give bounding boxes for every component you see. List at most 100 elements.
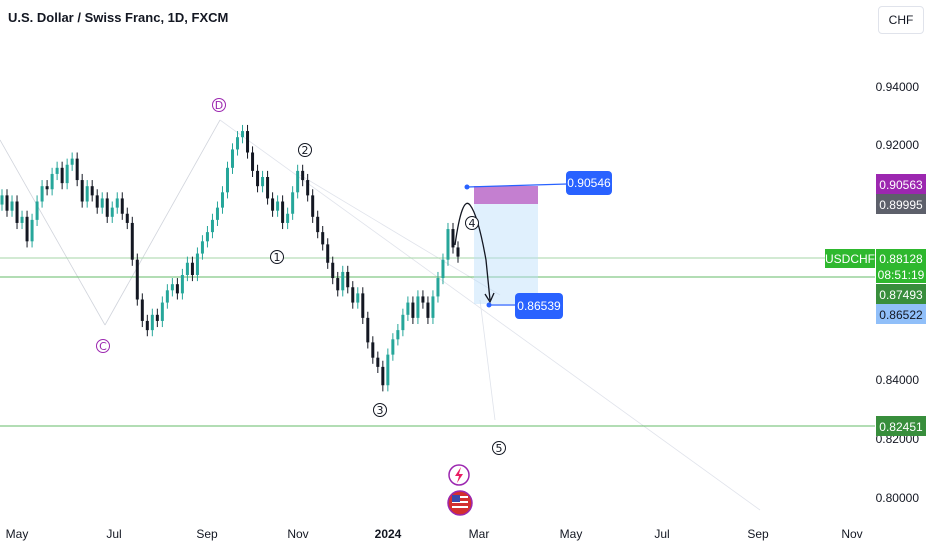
wave-label-5-text: 5 xyxy=(496,442,503,455)
wave-label-1[interactable]: 1 xyxy=(270,250,284,265)
time-tick: Nov xyxy=(287,527,308,541)
callout-point-upper[interactable] xyxy=(464,184,470,190)
price-tag-target: 0.90563 xyxy=(876,174,926,194)
candle-body xyxy=(45,186,49,190)
svg-text:0.90563: 0.90563 xyxy=(879,178,923,192)
currency-button[interactable]: CHF xyxy=(878,6,924,34)
callout-upper[interactable]: 0.90546 xyxy=(566,171,612,195)
candle-body xyxy=(95,195,99,208)
wave-label-d[interactable]: D xyxy=(212,98,226,113)
candle-body xyxy=(281,201,285,223)
wave-label-c[interactable]: C xyxy=(96,339,110,354)
candle-body xyxy=(20,216,24,223)
candle-body xyxy=(296,170,300,193)
price-tag-level-1: 0.87493 xyxy=(876,284,926,304)
lightning-event-icon[interactable] xyxy=(448,464,470,486)
candle-body xyxy=(306,180,310,196)
candle-body xyxy=(331,262,335,279)
candle-body xyxy=(0,195,4,205)
time-tick: 2024 xyxy=(375,527,402,541)
candle-body xyxy=(366,317,370,343)
candle-body xyxy=(185,262,189,275)
wave-label-2-text: 2 xyxy=(302,144,309,157)
candle-body xyxy=(376,357,380,367)
candle-body xyxy=(50,173,54,190)
projection-arrow-icon xyxy=(484,292,495,304)
candle-body xyxy=(65,164,69,184)
candle-body xyxy=(291,192,295,214)
candle-body xyxy=(220,192,224,208)
callout-lower[interactable]: 0.86539 xyxy=(515,293,563,319)
trend-line-c xyxy=(219,119,761,511)
candle-body xyxy=(341,271,345,291)
candle-body xyxy=(311,195,315,217)
risk-zone[interactable] xyxy=(474,204,538,304)
candle-body xyxy=(215,207,219,220)
candle-body xyxy=(251,152,255,171)
time-tick: May xyxy=(6,527,29,541)
candle-body xyxy=(316,216,320,233)
price-tag-level-3: 0.82451 xyxy=(876,416,926,436)
candle-body xyxy=(130,222,134,260)
candle-body xyxy=(90,186,94,196)
candle-body xyxy=(105,198,109,217)
candle-body xyxy=(346,271,350,288)
svg-text:0.86522: 0.86522 xyxy=(879,308,923,322)
candle-body xyxy=(145,320,149,331)
svg-text:0.87493: 0.87493 xyxy=(879,288,923,302)
candle-body xyxy=(150,314,154,331)
candle-body xyxy=(30,219,34,242)
candle-body xyxy=(321,232,325,245)
candle-body xyxy=(140,299,144,321)
candle-body xyxy=(301,170,305,181)
candle-body xyxy=(411,302,415,318)
wave-label-4[interactable]: 4 xyxy=(465,216,479,231)
time-tick: Nov xyxy=(841,527,862,541)
candle-body xyxy=(456,247,460,257)
candle-body xyxy=(160,302,164,321)
candle-body xyxy=(15,201,19,223)
candle-body xyxy=(10,201,14,211)
candle-body xyxy=(225,167,229,193)
candle-body xyxy=(190,262,194,275)
price-tick: 0.94000 xyxy=(876,80,920,94)
wave-label-2[interactable]: 2 xyxy=(298,143,312,158)
time-tick: Jul xyxy=(654,527,669,541)
candle-body xyxy=(441,259,445,279)
candle-body xyxy=(5,195,9,211)
us-flag-event-icon[interactable] xyxy=(447,490,473,516)
svg-text:0.88128: 0.88128 xyxy=(879,252,923,266)
target-zone[interactable] xyxy=(474,186,538,204)
wave-label-3[interactable]: 3 xyxy=(373,403,387,418)
svg-text:USDCHF: USDCHF xyxy=(825,252,875,266)
candle-body xyxy=(326,244,330,263)
candle-body xyxy=(396,330,400,340)
candle-body xyxy=(286,213,290,223)
candle-body xyxy=(391,339,395,355)
price-tag-level-2: 0.86522 xyxy=(876,304,926,324)
projection-curve xyxy=(454,202,491,301)
candle-body xyxy=(436,278,440,297)
time-tick: May xyxy=(560,527,583,541)
candle-body xyxy=(200,241,204,254)
candle-body xyxy=(271,198,275,211)
candle-body xyxy=(165,290,169,303)
wave-label-5[interactable]: 5 xyxy=(492,441,506,456)
candle-body xyxy=(276,201,280,211)
candle-body xyxy=(115,198,119,208)
price-tick: 0.84000 xyxy=(876,373,920,387)
candle-body xyxy=(155,314,159,321)
trend-line-a xyxy=(0,139,106,326)
candle-body xyxy=(361,293,365,318)
candle-body xyxy=(70,158,74,165)
candle-body xyxy=(241,131,245,138)
wave-label-d-text: D xyxy=(215,99,223,112)
symbol-tag[interactable]: USDCHF xyxy=(825,249,875,268)
svg-text:0.82451: 0.82451 xyxy=(879,420,923,434)
time-axis[interactable]: May Jul Sep Nov 2024 Mar May Jul Sep Nov xyxy=(6,527,863,541)
time-tick: Jul xyxy=(106,527,121,541)
callout-point-lower[interactable] xyxy=(486,302,492,308)
price-tick: 0.92000 xyxy=(876,138,920,152)
time-tick: Sep xyxy=(196,527,218,541)
